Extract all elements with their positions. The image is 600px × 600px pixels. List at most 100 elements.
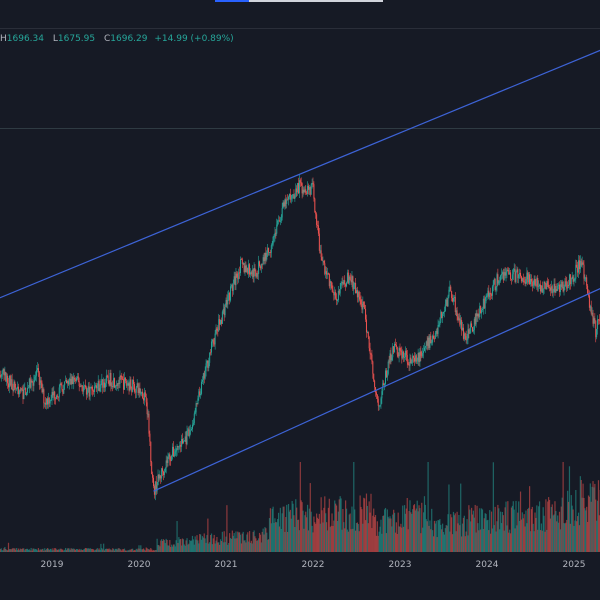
- candle-body: [117, 382, 119, 386]
- candle-body: [491, 286, 493, 296]
- volume-bar: [350, 529, 352, 552]
- candle-body: [368, 336, 370, 349]
- volume-bar: [200, 534, 202, 552]
- volume-bar: [22, 548, 24, 552]
- candle-body: [75, 379, 77, 381]
- volume-bar: [333, 520, 335, 552]
- volume-bar: [13, 548, 15, 552]
- volume-bar: [476, 505, 478, 552]
- candle-body: [403, 351, 405, 358]
- candle-body: [247, 268, 249, 274]
- volume-bar: [233, 533, 235, 552]
- volume-bar: [481, 509, 484, 552]
- candle-body: [262, 257, 264, 265]
- candle-body: [10, 379, 12, 386]
- candle-body: [159, 475, 161, 479]
- volume-bar: [145, 547, 147, 552]
- candle-body: [199, 391, 201, 396]
- volume-bar: [326, 530, 329, 552]
- candle-body: [48, 397, 50, 404]
- volume-bar: [263, 534, 265, 552]
- candle-body: [249, 264, 251, 275]
- volume-bar: [464, 536, 466, 552]
- volume-bar: [93, 550, 96, 552]
- volume-bar: [509, 533, 512, 552]
- volume-bar: [178, 537, 180, 552]
- candle-body: [139, 388, 141, 394]
- candle-body: [539, 284, 541, 292]
- volume-bar: [596, 520, 598, 552]
- candle-body: [398, 348, 400, 357]
- candle-body: [541, 285, 543, 293]
- volume-bar: [258, 532, 261, 552]
- candle-body: [260, 263, 262, 269]
- upper-trendline[interactable]: [0, 34, 600, 306]
- volume-bar: [549, 518, 552, 552]
- candle-body: [399, 348, 401, 351]
- volume-bar: [191, 535, 194, 552]
- volume-bar: [558, 511, 561, 552]
- volume-bar: [447, 514, 449, 552]
- candle-body: [531, 281, 533, 286]
- candle-body: [47, 397, 49, 405]
- candle-body: [501, 274, 502, 276]
- candle-body: [589, 306, 591, 308]
- volume-bar: [117, 548, 119, 552]
- lower-trendline[interactable]: [153, 271, 600, 492]
- candle-body: [377, 398, 379, 406]
- candle-body: [92, 389, 94, 391]
- candle-body: [289, 194, 291, 200]
- candle-body: [200, 393, 202, 396]
- candle-body: [60, 383, 62, 386]
- candle-body: [171, 455, 173, 461]
- volume-bar: [173, 544, 175, 552]
- volume-bar: [305, 511, 307, 552]
- candle-body: [22, 389, 24, 400]
- candle-body: [21, 388, 23, 390]
- x-tick-label: 2021: [215, 560, 238, 570]
- volume-bar: [528, 507, 530, 552]
- toolbar-tab[interactable]: [249, 0, 383, 2]
- volume-bar: [67, 548, 69, 552]
- candle-body: [438, 324, 440, 326]
- volume-bar: [446, 525, 448, 552]
- volume-bar: [34, 549, 36, 552]
- volume-bar: [1, 550, 3, 552]
- volume-bar: [412, 509, 414, 552]
- volume-bar: [360, 506, 362, 552]
- volume-bar: [381, 533, 383, 552]
- candle-body: [192, 423, 194, 425]
- volume-bar: [552, 515, 554, 552]
- toolbar-tab-active[interactable]: [215, 0, 249, 2]
- volume-bar: [591, 486, 593, 552]
- volume-bar: [582, 483, 584, 552]
- candle-body: [249, 272, 251, 275]
- candle-body: [417, 353, 419, 361]
- candle-body: [501, 272, 503, 275]
- candle-body: [550, 286, 552, 291]
- volume-bar: [329, 527, 331, 552]
- volume-bar: [167, 545, 169, 552]
- candle-body: [338, 290, 340, 294]
- candle-body: [270, 245, 272, 253]
- volume-bar: [392, 514, 394, 552]
- volume-bar: [281, 513, 283, 552]
- volume-bar: [234, 538, 236, 552]
- volume-bar: [545, 499, 547, 552]
- volume-bar: [438, 520, 440, 552]
- candle-body: [83, 386, 85, 392]
- candle-body: [414, 355, 416, 362]
- volume-bar: [478, 530, 480, 552]
- volume-bar: [208, 543, 210, 552]
- volume-bar: [391, 526, 393, 552]
- candle-body: [544, 281, 546, 284]
- candle-body: [29, 378, 31, 388]
- candle-body: [155, 481, 157, 492]
- volume-bar: [499, 511, 502, 552]
- volume-bar: [335, 503, 337, 552]
- candle-body: [291, 194, 293, 199]
- candle-body: [581, 262, 583, 266]
- candle-body: [195, 403, 197, 413]
- volume-bar: [73, 548, 75, 552]
